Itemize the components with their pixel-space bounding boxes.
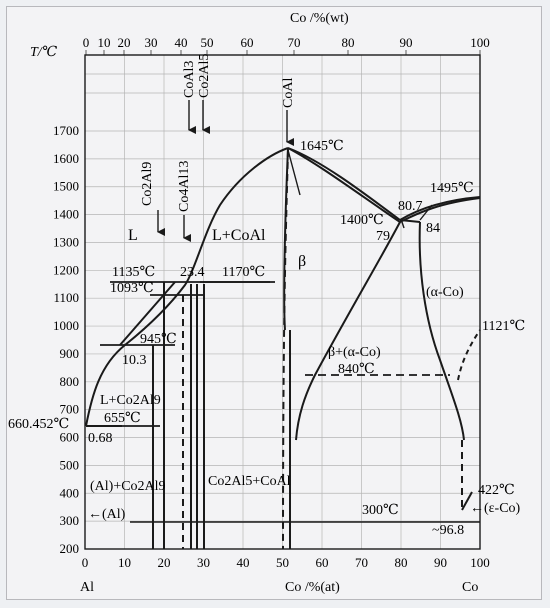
compound-coal3: CoAl3 <box>182 61 197 98</box>
compound-co2al5: Co2Al5 <box>197 54 212 98</box>
y-tick-label: 500 <box>60 457 80 472</box>
label-1170: 1170℃ <box>222 265 265 280</box>
y-tick-label: 1500 <box>53 179 79 194</box>
top-tick-label: 20 <box>118 35 131 50</box>
label-1121: 1121℃ <box>482 319 525 334</box>
element-al-label: Al <box>80 580 94 595</box>
y-tick-label: 1300 <box>53 234 79 249</box>
top-tick-label: 0 <box>83 35 90 50</box>
top-tick-label: 90 <box>400 35 413 50</box>
eps-line <box>461 491 473 511</box>
label-807: 80.7 <box>398 199 423 214</box>
label-1093: 1093℃ <box>110 281 154 296</box>
compound-arrows <box>157 100 433 242</box>
y-tick-label: 1400 <box>53 207 79 222</box>
top-tick-label: 50 <box>201 35 214 50</box>
x-tick-label: 60 <box>316 555 329 570</box>
phase-eps-co: ←(ε-Co) <box>470 501 521 516</box>
element-co-label: Co <box>462 580 478 595</box>
y-tick-label: 900 <box>60 346 80 361</box>
label-945: 945℃ <box>140 332 177 347</box>
top-tick-label: 100 <box>470 35 490 50</box>
label-234: 23.4 <box>180 265 205 280</box>
y-tick-label: 600 <box>60 430 80 445</box>
plot-border <box>84 54 481 550</box>
x-tick-label: 0 <box>82 555 89 570</box>
top-tick-label: 40 <box>175 35 188 50</box>
x-tick-label: 10 <box>118 555 131 570</box>
y-tick-label: 1000 <box>53 318 79 333</box>
label-655: 655℃ <box>104 411 141 426</box>
compound-co4al13: Co4Al13 <box>177 161 192 212</box>
x-tick-label: 30 <box>197 555 210 570</box>
invariant-lines <box>86 281 275 427</box>
top-tick-label: 80 <box>342 35 355 50</box>
x-tick-label: 40 <box>237 555 250 570</box>
label-422: 422℃ <box>478 483 515 498</box>
label-103: 10.3 <box>122 353 147 368</box>
y-tick-label: 200 <box>60 541 80 556</box>
top-tick-label: 60 <box>241 35 254 50</box>
x-tick-label: 100 <box>470 555 490 570</box>
x-tick-label: 50 <box>276 555 289 570</box>
top-tick-label: 10 <box>98 35 111 50</box>
top-axis-title: Co /%(wt) <box>290 11 349 26</box>
compound-lines <box>152 282 205 549</box>
phase-boundaries <box>85 147 481 441</box>
phase-co2al5-coal: Co2Al5+CoAl <box>208 474 291 489</box>
y-tick-label: 1600 <box>53 151 79 166</box>
label-840: 840℃ <box>338 362 375 377</box>
y-tick-label: 1200 <box>53 262 79 277</box>
figure-frame <box>6 6 542 600</box>
label-1135: 1135℃ <box>112 265 155 280</box>
top-tick-label: 30 <box>145 35 158 50</box>
label-79: 79 <box>376 229 390 244</box>
label-1400: 1400℃ <box>340 213 384 228</box>
label-968: ~96.8 <box>432 523 464 538</box>
y-tick-label: 1700 <box>53 123 79 138</box>
x-tick-label: 20 <box>158 555 171 570</box>
label-84: 84 <box>426 221 440 236</box>
phase-l-co2al9: L+Co2Al9 <box>100 393 161 408</box>
y-tick-label: 700 <box>60 402 80 417</box>
compound-co2al9: Co2Al9 <box>140 162 155 206</box>
y-tick-label: 800 <box>60 374 80 389</box>
bottom-axis-title: Co /%(at) <box>285 580 340 595</box>
phase-al-co2al9: (Al)+Co2Al9 <box>90 479 166 494</box>
x-tick-label: 90 <box>434 555 447 570</box>
y-tick-label: 300 <box>60 513 80 528</box>
x-tick-label: 70 <box>355 555 368 570</box>
x-tick-label: 80 <box>395 555 408 570</box>
phase-beta-alpha: β+(α-Co) <box>328 345 381 360</box>
compound-coal: CoAl <box>281 78 296 108</box>
phase-al: ←(Al) <box>88 507 126 522</box>
phase-alpha-co: (α-Co) <box>426 285 464 300</box>
phase-beta: β <box>298 253 306 270</box>
y-tick-label: 400 <box>60 485 80 500</box>
phase-liquid: L <box>128 227 138 244</box>
label-068: 0.68 <box>88 431 113 446</box>
label-1495: 1495℃ <box>430 181 474 196</box>
phase-l-coal: L+CoAl <box>212 227 266 244</box>
label-1645: 1645℃ <box>300 139 344 154</box>
y-tick-label: 1100 <box>53 290 79 305</box>
label-66045: 660.452℃ <box>8 417 69 432</box>
top-tick-label: 70 <box>288 35 301 50</box>
label-300: 300℃ <box>362 503 399 518</box>
dashed-boundaries <box>182 149 463 550</box>
y-axis-title: T/℃ <box>30 45 58 60</box>
